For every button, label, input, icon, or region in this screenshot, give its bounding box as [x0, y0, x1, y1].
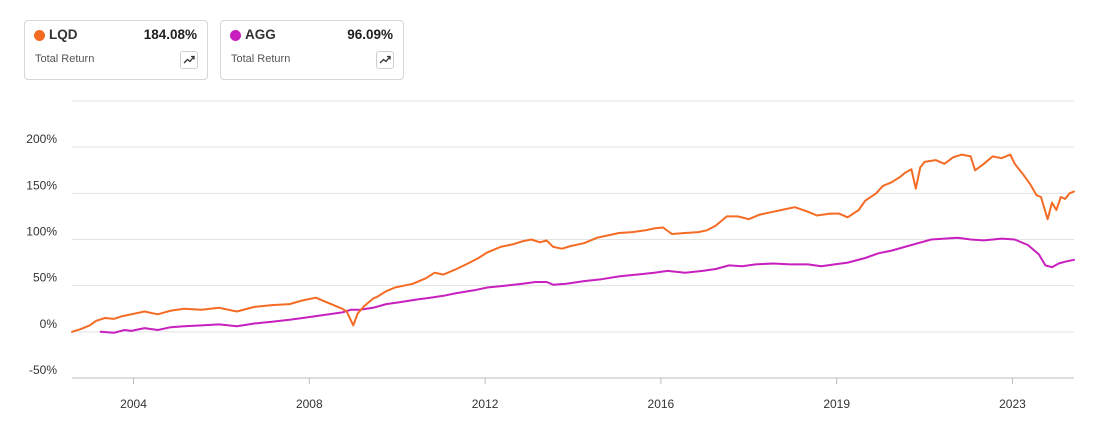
legend-value: 184.08%	[143, 27, 197, 42]
legend-metric: Total Return	[35, 53, 95, 65]
x-tick-label: 2012	[472, 397, 499, 411]
legend-metric: Total Return	[231, 53, 291, 65]
legend-value: 96.09%	[347, 27, 393, 42]
series-line-agg	[99, 236, 1075, 334]
legend-card-agg[interactable]: AGG 96.09% Total Return	[220, 20, 404, 80]
y-tick-label: 50%	[33, 271, 57, 285]
x-tick-label: 2023	[999, 397, 1026, 411]
y-tick-label: 100%	[26, 225, 57, 239]
x-tick-label: 2008	[296, 397, 323, 411]
y-tick-label: 200%	[26, 132, 57, 146]
agg-color-dot	[230, 30, 241, 41]
x-tick-label: 2004	[120, 397, 147, 411]
y-tick-label: -50%	[29, 363, 57, 377]
legend-ticker: LQD	[49, 27, 78, 42]
x-tick-label: 2016	[648, 397, 675, 411]
y-tick-label: 150%	[26, 178, 57, 192]
trend-up-icon[interactable]	[180, 51, 198, 69]
trend-up-icon[interactable]	[376, 51, 394, 69]
lqd-color-dot	[34, 30, 45, 41]
legend-card-lqd[interactable]: LQD 184.08% Total Return	[24, 20, 208, 80]
y-tick-label: 0%	[40, 317, 58, 331]
series-line-lqd	[71, 153, 1075, 333]
legend-ticker: AGG	[245, 27, 276, 42]
x-tick-label: 2019	[823, 397, 850, 411]
